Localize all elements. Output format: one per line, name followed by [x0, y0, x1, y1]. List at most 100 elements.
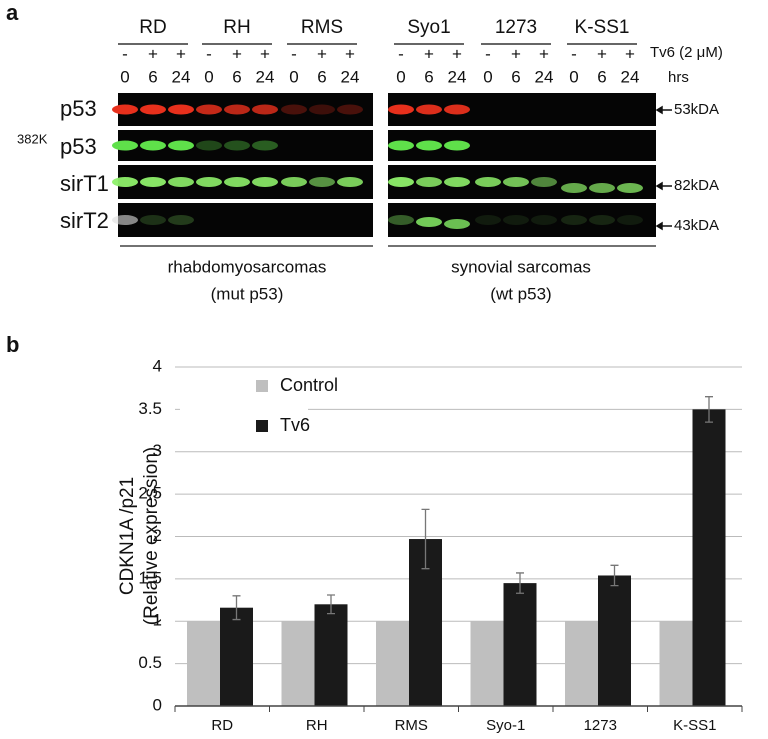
blot-band — [252, 140, 278, 151]
treatment-sign: + — [625, 44, 635, 63]
time-point: 6 — [148, 67, 157, 86]
bar — [692, 409, 726, 706]
blot-band — [140, 177, 166, 187]
blot-band — [589, 183, 615, 193]
blot-band — [168, 104, 194, 115]
blot-band — [416, 140, 442, 151]
bar — [281, 621, 315, 706]
blot-band — [337, 177, 363, 187]
footer-text: (wt p53) — [490, 284, 551, 303]
blot-band — [416, 217, 442, 227]
size-marker: 53kDA — [674, 101, 719, 118]
time-point: 0 — [396, 67, 405, 86]
time-point: 24 — [172, 67, 191, 86]
blot-band — [388, 140, 414, 151]
y-tick-label: 0 — [153, 695, 162, 714]
legend-label: Tv6 — [280, 415, 310, 435]
bar — [503, 583, 537, 706]
blot-band — [388, 104, 414, 115]
time-point: 24 — [621, 67, 640, 86]
blot-band — [168, 140, 194, 151]
blot-band — [309, 177, 335, 187]
treatment-sign: + — [539, 44, 549, 63]
time-point: 0 — [204, 67, 213, 86]
y-tick-label: 1.5 — [138, 568, 162, 587]
error-bar — [421, 508, 430, 570]
legend-background — [180, 371, 308, 445]
legend-label: Control — [280, 375, 338, 395]
blot-band — [281, 104, 307, 115]
blot-band — [561, 183, 587, 193]
footer-text: (mut p53) — [211, 284, 284, 303]
blot-band — [503, 177, 529, 187]
time-point: 0 — [120, 67, 129, 86]
bar — [659, 621, 693, 706]
treatment-sign: + — [232, 44, 242, 63]
time-point: 6 — [511, 67, 520, 86]
time-point: 0 — [289, 67, 298, 86]
legend-swatch — [256, 380, 268, 392]
bar — [376, 621, 409, 706]
blot-band — [444, 140, 470, 151]
arrow-head — [655, 105, 663, 115]
size-markers — [655, 105, 672, 231]
cell-line-label: Syo1 — [407, 17, 450, 38]
blot-band — [168, 177, 194, 187]
treatment-sign: - — [398, 44, 404, 63]
blot-band — [196, 140, 222, 151]
blot-band — [168, 215, 194, 225]
blot-band — [140, 140, 166, 151]
footer-text: synovial sarcomas — [451, 257, 591, 276]
treatment-sign: + — [452, 44, 462, 63]
time-point: 6 — [317, 67, 326, 86]
treatment-sign: + — [424, 44, 434, 63]
blot-band — [444, 219, 470, 229]
blot-band — [112, 215, 138, 225]
blot-band — [337, 104, 363, 115]
blot-band — [196, 177, 222, 187]
x-tick-label: K-SS1 — [673, 717, 716, 734]
blot-band — [388, 177, 414, 187]
blot-band — [561, 215, 587, 225]
arrow-head — [655, 221, 663, 231]
bar — [187, 621, 220, 706]
blot-band — [503, 215, 529, 225]
y-axis-label: (Relative expression) — [141, 447, 162, 625]
y-tick-label: 3 — [153, 441, 162, 460]
blot-band — [444, 177, 470, 187]
cell-line-label: 1273 — [495, 17, 537, 38]
blot-band — [589, 215, 615, 225]
blot-band — [252, 104, 278, 115]
x-tick-label: Syo-1 — [486, 717, 525, 734]
x-tick-label: RD — [211, 717, 233, 734]
blot-band — [617, 215, 643, 225]
bar — [314, 604, 348, 706]
blot-band — [140, 215, 166, 225]
y-tick-label: 3.5 — [138, 399, 162, 418]
y-tick-label: 2.5 — [138, 484, 162, 503]
error-bar — [232, 595, 241, 621]
error-bar — [516, 572, 524, 594]
cell-line-label: K-SS1 — [575, 17, 630, 38]
treatment-sign: - — [122, 44, 128, 63]
treatment-sign: + — [148, 44, 158, 63]
blot-band — [224, 104, 250, 115]
blot-band — [531, 177, 557, 187]
y-tick-label: 1 — [153, 611, 162, 630]
time-point: 24 — [535, 67, 554, 86]
hours-label: hrs — [668, 69, 689, 86]
row-superscript: 382K — [17, 131, 48, 146]
blot-band — [416, 104, 442, 115]
blot-band — [388, 215, 414, 225]
panel-label: b — [6, 332, 19, 357]
treatment-sign: + — [597, 44, 607, 63]
blot-band — [140, 104, 166, 115]
treatment-sign: - — [485, 44, 491, 63]
time-point: 0 — [483, 67, 492, 86]
y-tick-label: 4 — [153, 356, 162, 375]
treatment-sign: + — [511, 44, 521, 63]
blot-band — [281, 177, 307, 187]
blot-band — [475, 215, 501, 225]
treatment-label: Tv6 (2 μM) — [650, 44, 723, 61]
error-bar — [610, 564, 619, 587]
